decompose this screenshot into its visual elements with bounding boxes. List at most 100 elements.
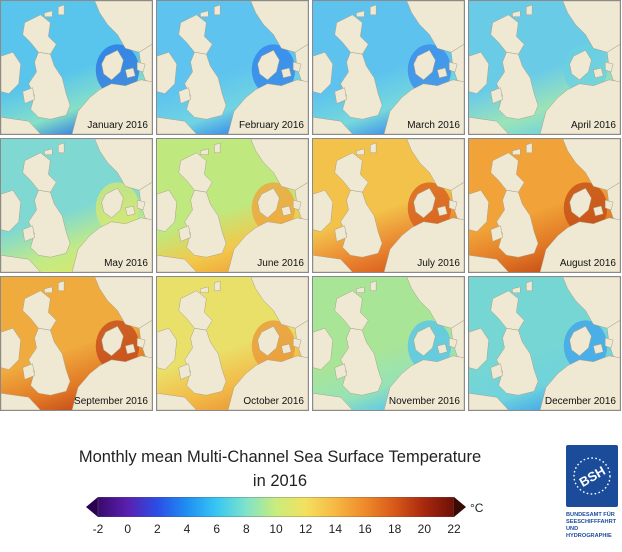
land-france [469,255,509,272]
figure-title: Monthly mean Multi-Channel Sea Surface T… [78,448,482,466]
colorbar-gradient [97,497,455,517]
land-norway [250,139,308,191]
land-norway [250,1,308,53]
colorbar-min-arrow [86,497,98,517]
land-france [1,117,41,134]
panel-label: December 2016 [544,396,616,407]
land-shetland [213,142,221,154]
land-continent [539,79,620,134]
land-shetland [369,280,377,292]
land-continent [383,217,464,272]
land-norway [562,277,620,329]
map-panel-april: April 2016 [468,0,621,135]
colorbar-tick-label: 22 [447,522,461,536]
land-england [184,189,227,258]
sea-temperature-map [313,139,464,272]
land-scotland [490,290,525,331]
land-shetland [369,4,377,16]
colorbar-tick-label: 16 [358,522,372,536]
land-dkIsles [593,61,614,79]
land-continent [539,355,620,410]
panel-label: June 2016 [257,258,304,269]
colorbar-tick-label: 8 [242,522,250,536]
colorbar-tick-label: 14 [328,522,343,536]
land-wales [22,363,35,380]
land-orkney [200,148,209,156]
land-wales [22,225,35,242]
land-dkIsles [281,337,302,355]
map-panel-march: March 2016 [312,0,465,135]
land-wales [334,87,347,104]
land-ireland [1,189,21,232]
land-shetland [525,4,533,16]
land-continent [227,217,308,272]
land-scotland [178,14,213,55]
land-norway [406,139,464,191]
land-wales [22,87,35,104]
map-panel-december: December 2016 [468,276,621,411]
land-orkney [512,10,521,18]
land-dkIsles [281,61,302,79]
land-france [313,255,353,272]
map-panel-february: February 2016 [156,0,309,135]
panel-label: July 2016 [417,258,460,269]
map-panel-october: October 2016 [156,276,309,411]
land-ireland [157,189,177,232]
panel-label: January 2016 [87,120,148,131]
land-shetland [213,4,221,16]
land-england [340,51,383,120]
land-shetland [369,142,377,154]
land-continent [383,355,464,410]
panel-label: May 2016 [104,258,148,269]
map-panel-august: August 2016 [468,138,621,273]
land-norway [94,139,152,191]
sea-temperature-map [313,1,464,134]
land-ireland [469,189,489,232]
land-scotland [178,152,213,193]
land-denmark [257,187,280,219]
land-orkney [44,286,53,294]
land-orkney [356,10,365,18]
land-france [157,117,197,134]
map-panel-june: June 2016 [156,138,309,273]
land-ireland [313,327,333,370]
logo-line: UND [566,526,579,532]
bsh-logo: BSH [566,445,618,507]
land-orkney [512,286,521,294]
land-wales [490,363,503,380]
land-ireland [1,51,21,94]
land-ireland [1,327,21,370]
land-norway [406,1,464,53]
land-continent [227,79,308,134]
land-scotland [334,14,369,55]
land-continent [71,217,152,272]
sea-temperature-map [469,277,620,410]
land-orkney [356,148,365,156]
land-france [313,117,353,134]
land-scotland [490,14,525,55]
colorbar-tick-label: 12 [298,522,313,536]
land-norway [250,277,308,329]
land-wales [178,225,191,242]
land-dkIsles [281,199,302,217]
land-scotland [178,290,213,331]
land-dkIsles [437,61,458,79]
land-denmark [101,325,124,357]
land-scotland [334,290,369,331]
temperature-colorbar [86,497,466,517]
land-norway [94,1,152,53]
land-denmark [569,187,592,219]
land-england [184,51,227,120]
colorbar-tick-label: 4 [183,522,191,536]
map-panel-september: September 2016 [0,276,153,411]
land-scotland [334,152,369,193]
land-orkney [200,286,209,294]
land-france [469,393,509,410]
land-wales [178,363,191,380]
land-england [496,51,539,120]
land-denmark [569,49,592,81]
land-england [28,189,71,258]
land-france [1,255,41,272]
map-panel-january: January 2016 [0,0,153,135]
sea-temperature-map [157,277,308,410]
